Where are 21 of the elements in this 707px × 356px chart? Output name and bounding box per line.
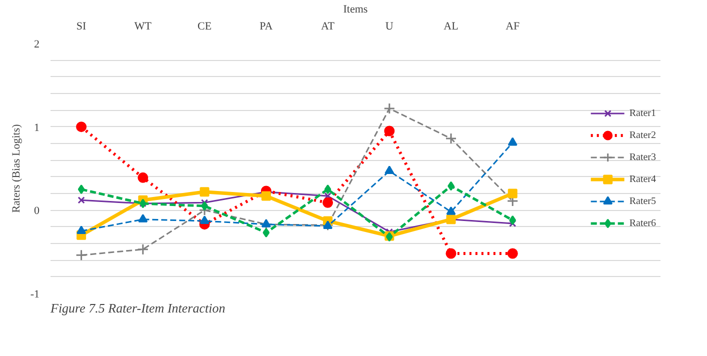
x-tick-label: AF (506, 20, 520, 32)
x-tick-label: PA (260, 20, 273, 32)
x-tick-label: AL (444, 20, 459, 32)
legend-label: Rater3 (629, 152, 656, 162)
y-tick-label: 2 (34, 38, 40, 50)
x-tick-label: CE (198, 20, 212, 32)
x-axis-title: Items (343, 4, 368, 16)
y-tick-label: -1 (30, 288, 40, 300)
caption: Figure 7.5 Rater-Item Interaction (50, 300, 226, 316)
y-tick-label: 1 (34, 122, 40, 134)
x-tick-label: WT (134, 20, 152, 32)
x-tick-label: U (385, 20, 394, 32)
x-tick-label: SI (76, 20, 87, 32)
y-tick-label: 0 (34, 205, 40, 218)
legend-label: Rater1 (629, 108, 656, 118)
y-axis-title: Raters (Bias Logits) (10, 124, 22, 213)
x-tick-label: AT (321, 20, 335, 32)
legend-label: Rater6 (629, 218, 656, 228)
legend-label: Rater5 (629, 196, 656, 206)
legend-label: Rater4 (629, 174, 656, 184)
legend-label: Rater2 (629, 130, 656, 140)
